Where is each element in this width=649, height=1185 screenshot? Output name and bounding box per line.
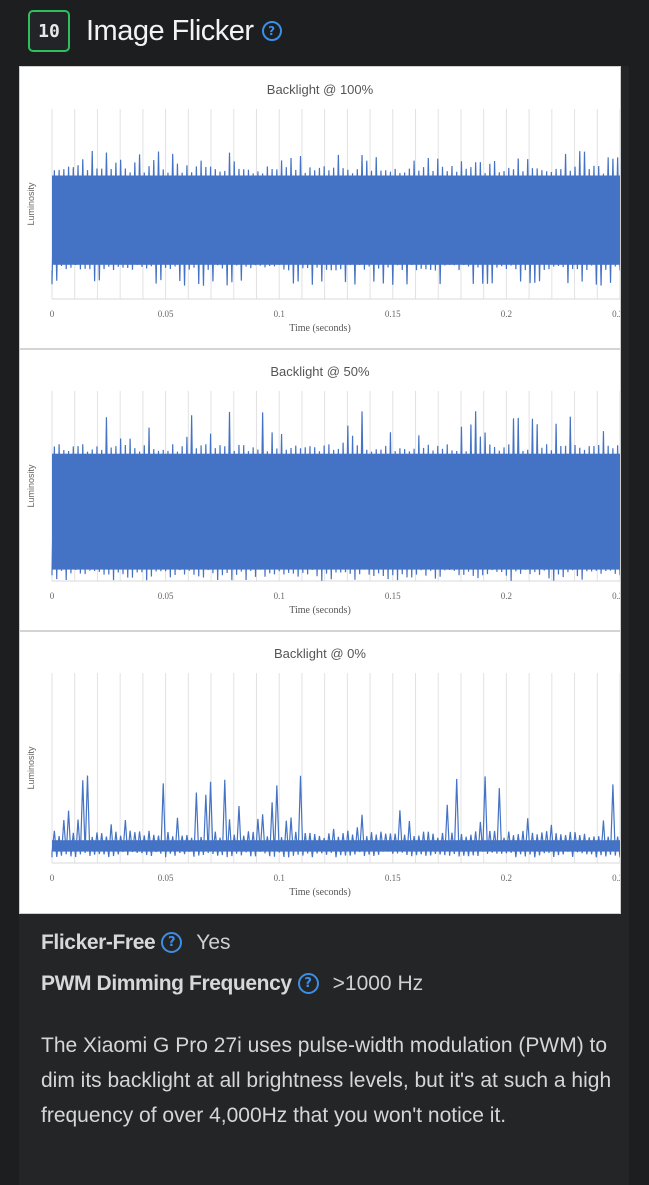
x-tick-label: 0.2 — [501, 309, 512, 319]
spec-row-pwm-frequency: PWM Dimming Frequency ? >1000 Hz — [41, 963, 423, 1004]
chart-title: Backlight @ 0% — [274, 646, 366, 661]
question-circle-icon[interactable]: ? — [297, 973, 319, 994]
x-axis-label: Time (seconds) — [289, 323, 351, 334]
x-axis-label: Time (seconds) — [289, 887, 351, 898]
x-tick-label: 0.1 — [274, 873, 285, 883]
chart-title: Backlight @ 100% — [267, 82, 374, 97]
signal-band — [52, 453, 620, 570]
x-tick-label: 0 — [50, 873, 55, 883]
x-axis-label: Time (seconds) — [289, 605, 351, 616]
x-tick-label: 0.25 — [612, 309, 620, 319]
question-circle-icon[interactable]: ? — [161, 932, 183, 953]
x-tick-label: 0.15 — [385, 309, 401, 319]
description-text: The Xiaomi G Pro 27i uses pulse-width mo… — [41, 1034, 612, 1127]
x-tick-label: 0.05 — [158, 591, 174, 601]
x-tick-label: 0.1 — [274, 591, 285, 601]
x-tick-label: 0.1 — [274, 309, 285, 319]
spec-value: >1000 Hz — [332, 971, 424, 995]
question-circle-icon[interactable]: ? — [261, 21, 282, 41]
spec-row-flicker-free: Flicker-Free ? Yes — [41, 922, 423, 963]
spec-rows: Flicker-Free ? Yes PWM Dimming Frequency… — [41, 922, 423, 1004]
x-tick-label: 0.15 — [385, 873, 401, 883]
x-tick-label: 0.05 — [158, 309, 174, 319]
section-header: 10 Image Flicker ? — [28, 8, 282, 54]
x-tick-label: 0.2 — [501, 591, 512, 601]
signal-band — [52, 840, 620, 852]
x-tick-label: 0.25 — [612, 873, 620, 883]
y-axis-label: Luminosity — [26, 464, 36, 508]
x-tick-label: 0.15 — [385, 591, 401, 601]
y-axis-label: Luminosity — [26, 746, 36, 790]
flicker-charts: Backlight @ 100% Luminosity 0 0.05 0.1 0.15 0.… — [19, 66, 621, 914]
score-badge: 10 — [28, 10, 70, 52]
x-tick-label: 0 — [50, 591, 55, 601]
chart-title: Backlight @ 50% — [270, 364, 370, 379]
signal-band — [52, 175, 620, 265]
x-tick-label: 0 — [50, 309, 55, 319]
spec-label: Flicker-Free — [41, 930, 156, 954]
spec-label: PWM Dimming Frequency — [41, 971, 292, 995]
x-tick-label: 0.05 — [158, 873, 174, 883]
content-panel: Backlight @ 100% Luminosity 0 0.05 0.1 0.15 0.… — [19, 66, 629, 1185]
y-axis-label: Luminosity — [26, 182, 36, 226]
flicker-chart-svg: Backlight @ 100% Luminosity 0 0.05 0.1 0.15 0.… — [20, 82, 620, 898]
section-title: Image Flicker — [86, 14, 254, 47]
x-tick-label: 0.2 — [501, 873, 512, 883]
x-tick-label: 0.25 — [612, 591, 620, 601]
spec-value: Yes — [196, 930, 231, 954]
